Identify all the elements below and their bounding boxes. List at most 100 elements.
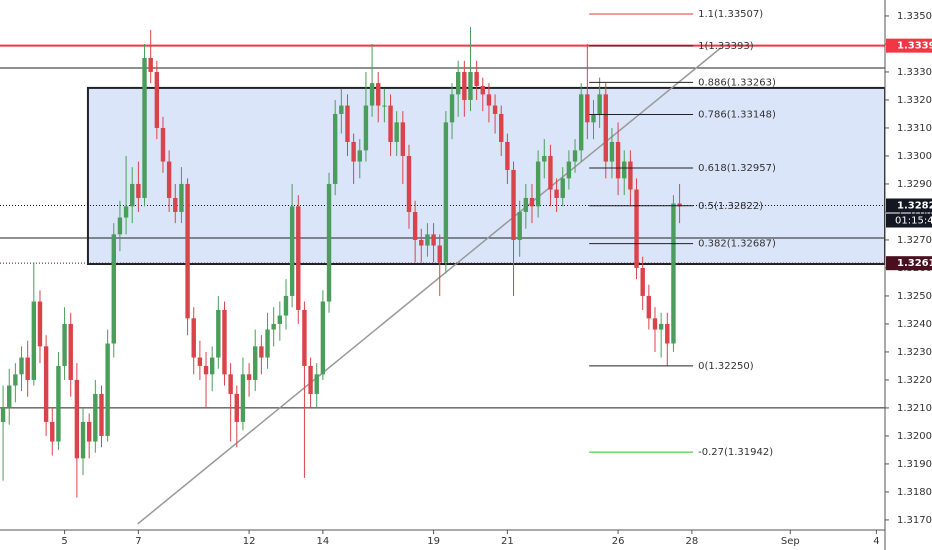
candle-body [25,357,30,380]
candle-body [222,309,227,375]
y-tick-label: 1.32400 [897,319,932,330]
x-tick-label: 26 [612,536,625,547]
candle-body [19,357,24,375]
y-tick-label: 1.33300 [897,67,932,78]
candle-body [136,183,141,198]
y-tick-label: 1.32000 [897,431,932,442]
candle-body [302,309,307,366]
x-tick-label: 12 [243,536,256,547]
candle-body [603,94,608,162]
candle-body [203,365,209,375]
candle-body [253,346,258,380]
candle-body [166,161,172,198]
candle-body [529,197,535,207]
fib-label: 0.618(1.32957) [698,163,776,174]
x-tick-label: 21 [501,536,514,547]
candle-body [31,301,37,380]
candle-body [542,155,547,162]
candle-body [591,113,596,123]
candle-body [308,365,313,394]
candle-body [634,189,639,268]
candle-body [234,393,239,422]
candle-body [345,105,350,142]
candle-body [665,323,670,344]
candle-body [117,217,123,235]
candle-body [142,57,147,198]
y-tick-label: 1.33200 [897,95,932,106]
trendline [137,47,722,525]
candle-body [228,374,233,394]
price-label: 1.32823 [897,201,932,212]
candle-body [431,234,436,246]
price-label: 1.32617 [897,258,932,269]
candle-body [148,57,153,72]
candle-body [339,105,344,114]
candle-body [640,267,645,296]
fib-label: 0.5(1.32822) [698,201,763,212]
price-label-box [886,38,932,53]
candle-body [658,323,664,330]
candle-body [597,94,602,114]
candle-body [474,71,479,86]
candle-body [363,105,369,151]
candle-body [80,421,86,459]
y-tick-label: 1.31800 [897,487,932,498]
price-label-box [886,198,932,213]
range-box [86,86,887,266]
y-tick-label: 1.32300 [897,347,932,358]
candle-body [246,374,252,380]
price-label-box [886,256,932,271]
candle-body [449,94,455,123]
candle-body [652,318,658,330]
candle-body [259,346,264,358]
candle-body [68,323,73,380]
candle-body [93,393,98,442]
candle-body [74,379,80,459]
candle-body [111,234,116,344]
candle-body [130,183,135,207]
candle-body [209,357,215,375]
candle-body [179,183,184,212]
candle-body [351,141,356,162]
y-axis-bg [885,0,932,550]
candle-body [468,71,473,100]
candle-body [511,169,516,240]
fib-label: 1(1.33393) [698,41,754,52]
candle-body [43,346,49,422]
candle-body [523,197,529,212]
candle-body [7,385,12,408]
y-tick-label: 1.33000 [897,151,932,162]
x-tick-label: 4 [873,536,879,547]
candle-body [62,323,67,366]
candle-body [671,203,676,344]
y-tick-label: 1.33500 [897,11,932,22]
fib-label: 0.382(1.32687) [698,239,776,250]
x-tick-label: 19 [427,536,440,547]
candle-body [455,71,461,95]
candle-body [123,206,129,218]
candle-body [56,365,61,442]
candle-body [332,113,338,184]
candle-body [492,105,498,114]
candle-body [628,161,633,190]
candle-body [486,94,492,106]
countdown-box [886,213,932,228]
countdown: 01:15:46 [895,216,932,227]
candle-body [535,161,541,207]
y-tick-label: 1.32200 [897,375,932,386]
candle-body [283,295,289,316]
candle-body [0,407,6,422]
candle-body [412,211,418,240]
x-tick-label: 14 [317,536,330,547]
candle-body [265,329,270,358]
candle-body [86,421,92,442]
candle-body [320,301,326,375]
x-tick-label: Sep [781,536,800,547]
candle-body [419,239,424,246]
candle-body [289,206,295,296]
candle-body [314,374,319,394]
candle-body [376,83,381,106]
candle-body [505,141,510,170]
candle-body [609,141,615,162]
